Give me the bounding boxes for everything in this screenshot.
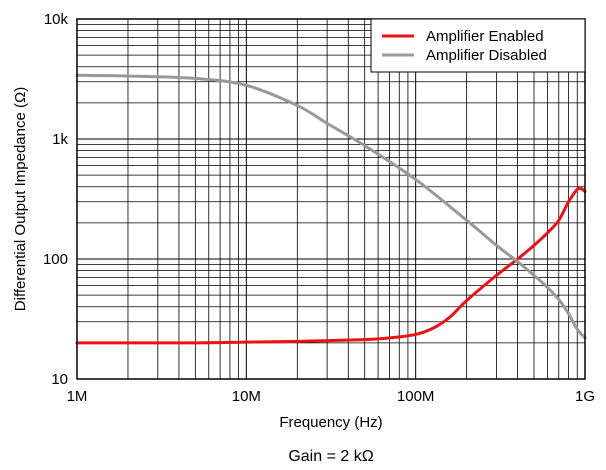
y-axis-title: Differential Output Impedance (Ω) [12, 87, 29, 311]
y-tick-label: 100 [43, 251, 68, 268]
x-tick-label: 1M [67, 388, 88, 405]
series-line-amplifier-enabled [75, 186, 587, 345]
x-axis-title: Frequency (Hz) [279, 414, 382, 431]
x-tick-label: 1G [575, 388, 595, 405]
tick-labels: 1M 10M 100M 1G 10 100 1k 10k [43, 11, 595, 405]
legend: Amplifier Enabled Amplifier Disabled [370, 18, 586, 73]
x-tick-label: 10M [232, 388, 261, 405]
plot-frame [76, 18, 586, 380]
x-tick-label: 100M [397, 388, 435, 405]
y-tick-label: 10 [51, 371, 68, 388]
series [75, 73, 587, 345]
series-line-amplifier-disabled [75, 73, 587, 340]
legend-box [370, 18, 586, 73]
legend-label-amplifier-enabled: Amplifier Enabled [426, 28, 544, 45]
chart-caption: Gain = 2 kΩ [288, 448, 373, 465]
y-tick-label: 10k [44, 11, 69, 28]
legend-label-amplifier-disabled: Amplifier Disabled [426, 47, 547, 64]
y-tick-label: 1k [52, 131, 68, 148]
